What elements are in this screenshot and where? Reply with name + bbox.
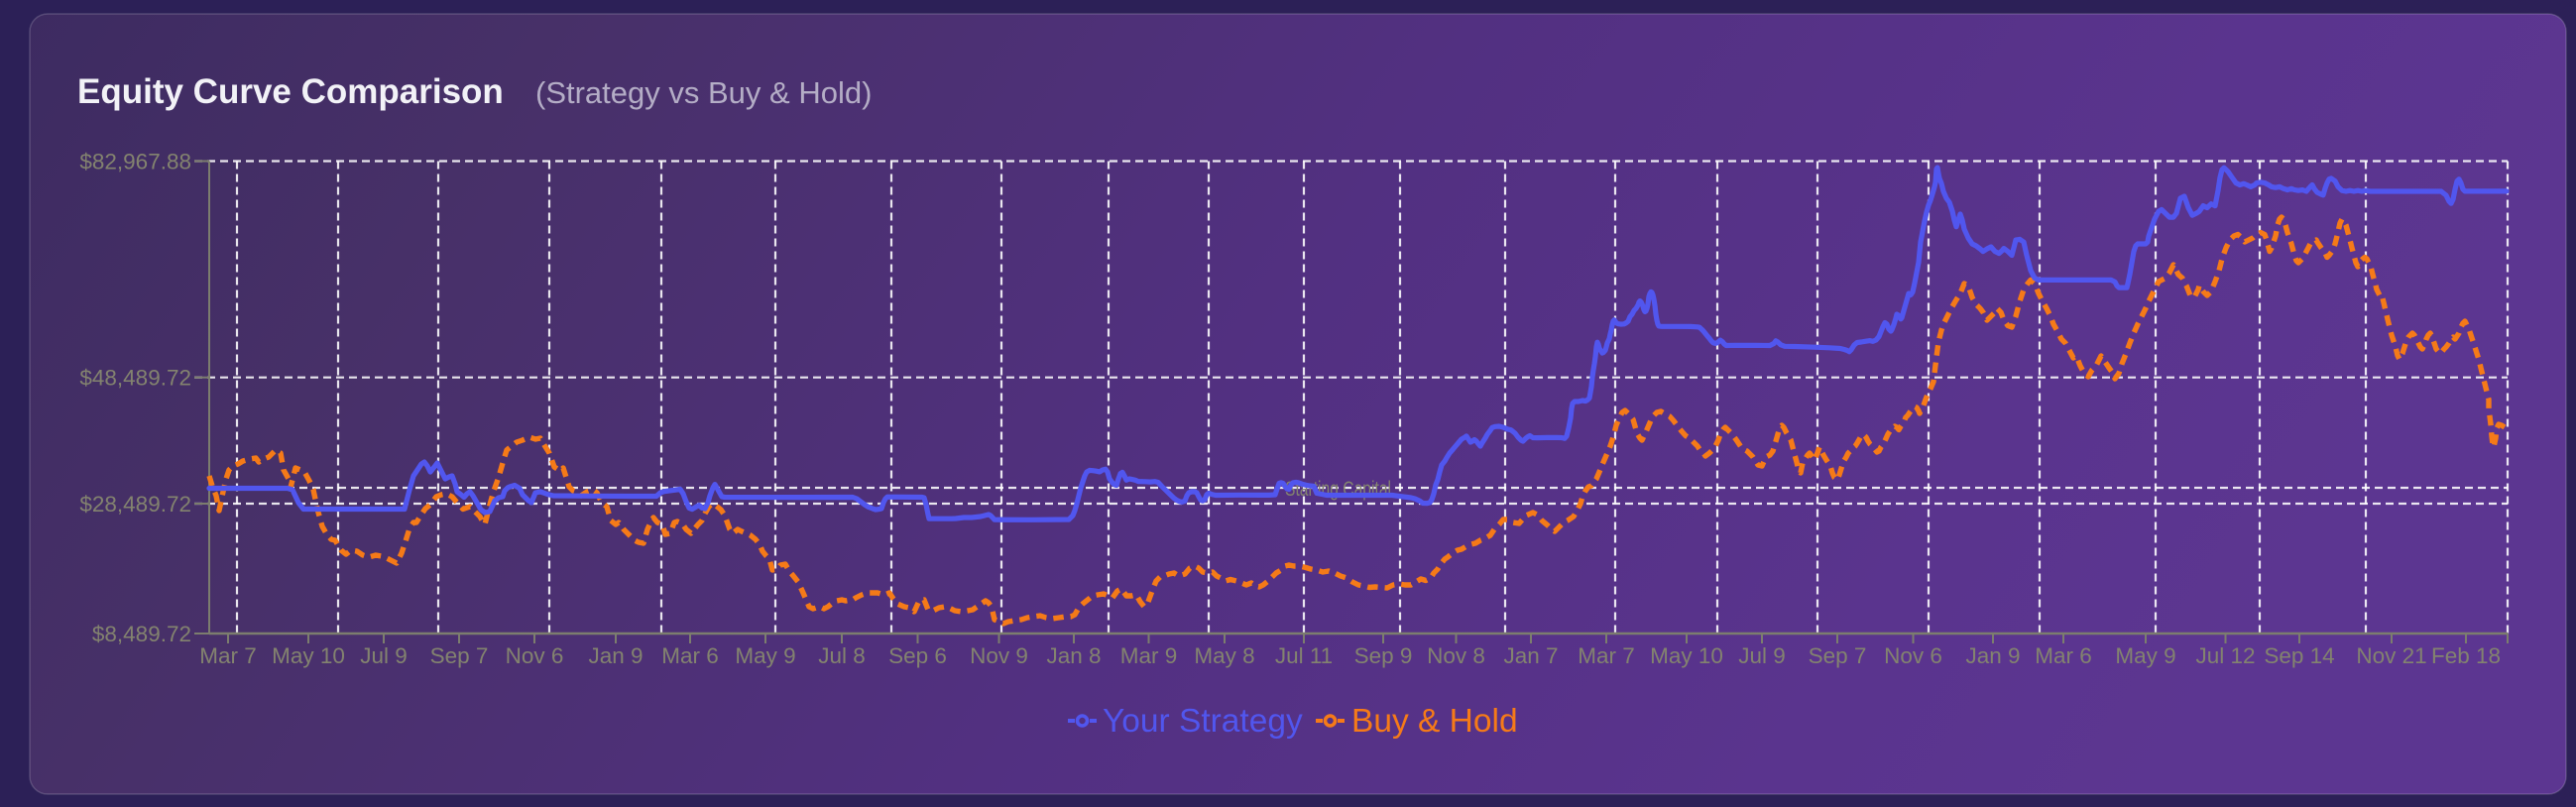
svg-text:(Strategy vs Buy & Hold): (Strategy vs Buy & Hold) [535,75,872,110]
svg-text:May 10: May 10 [272,643,345,668]
svg-text:Buy & Hold: Buy & Hold [1351,703,1518,740]
svg-text:Mar 6: Mar 6 [661,643,719,668]
svg-text:$8,489.72: $8,489.72 [92,622,191,646]
svg-text:Jul 8: Jul 8 [818,643,866,668]
svg-text:Mar 9: Mar 9 [1120,643,1178,668]
svg-text:May 9: May 9 [735,643,795,668]
svg-text:$28,489.72: $28,489.72 [79,492,191,517]
svg-text:Jul 12: Jul 12 [2195,643,2255,668]
svg-text:May 8: May 8 [1194,643,1254,668]
svg-text:Nov 21: Nov 21 [2356,643,2426,668]
svg-text:Sep 7: Sep 7 [1809,643,1867,668]
svg-text:$48,489.72: $48,489.72 [79,366,191,391]
svg-text:Nov 6: Nov 6 [506,643,564,668]
svg-text:Jan 7: Jan 7 [1503,643,1558,668]
svg-text:Jul 9: Jul 9 [1738,643,1786,668]
svg-text:Sep 7: Sep 7 [430,643,489,668]
svg-text:Sep 14: Sep 14 [2264,643,2334,668]
svg-text:Jan 8: Jan 8 [1046,643,1101,668]
svg-text:May 10: May 10 [1650,643,1723,668]
svg-text:Jan 9: Jan 9 [588,643,643,668]
svg-text:Mar 7: Mar 7 [199,643,257,668]
svg-text:Mar 7: Mar 7 [1578,643,1635,668]
svg-text:Sep 6: Sep 6 [888,643,947,668]
svg-text:Sep 9: Sep 9 [1354,643,1413,668]
svg-text:Jan 9: Jan 9 [1965,643,2020,668]
svg-text:Mar 6: Mar 6 [2035,643,2092,668]
svg-text:Your Strategy: Your Strategy [1103,703,1303,740]
svg-text:Feb 18: Feb 18 [2431,643,2501,668]
svg-text:Equity Curve Comparison: Equity Curve Comparison [77,72,504,111]
svg-text:$82,967.88: $82,967.88 [79,150,191,174]
svg-text:Nov 9: Nov 9 [970,643,1028,668]
svg-text:Nov 6: Nov 6 [1884,643,1942,668]
svg-text:Jul 11: Jul 11 [1275,643,1333,668]
svg-text:Jul 9: Jul 9 [360,643,408,668]
svg-text:May 9: May 9 [2115,643,2175,668]
svg-text:Nov 8: Nov 8 [1427,643,1485,668]
